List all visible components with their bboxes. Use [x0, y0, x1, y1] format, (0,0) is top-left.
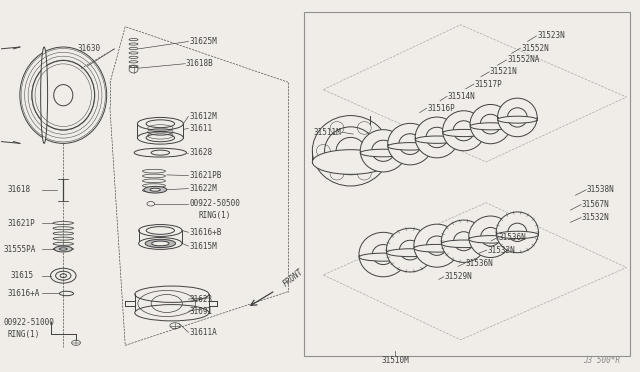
Text: 31612M: 31612M — [189, 112, 217, 121]
Text: 31615M: 31615M — [189, 241, 217, 250]
Ellipse shape — [134, 148, 186, 157]
Ellipse shape — [312, 150, 389, 174]
Text: 31521N: 31521N — [490, 67, 518, 76]
Ellipse shape — [139, 237, 182, 249]
Text: 31532N: 31532N — [487, 246, 515, 254]
Ellipse shape — [468, 235, 512, 243]
Ellipse shape — [152, 241, 169, 246]
Ellipse shape — [150, 188, 161, 191]
Ellipse shape — [443, 111, 484, 151]
Ellipse shape — [415, 136, 459, 143]
Ellipse shape — [508, 223, 527, 241]
Ellipse shape — [388, 142, 433, 150]
Ellipse shape — [481, 227, 500, 246]
Ellipse shape — [139, 225, 182, 236]
Text: 00922-51000: 00922-51000 — [4, 318, 55, 327]
Ellipse shape — [138, 132, 183, 144]
Ellipse shape — [144, 186, 167, 193]
Text: 31630: 31630 — [77, 44, 100, 53]
Text: 31618B: 31618B — [186, 59, 214, 68]
Ellipse shape — [399, 134, 421, 154]
Ellipse shape — [145, 239, 175, 248]
Text: 31529N: 31529N — [445, 272, 472, 281]
Ellipse shape — [60, 248, 67, 250]
Text: 31555PA: 31555PA — [4, 244, 36, 253]
Text: 31567N: 31567N — [582, 200, 609, 209]
Text: 31552NA: 31552NA — [507, 55, 540, 64]
Text: 31615: 31615 — [10, 271, 33, 280]
Ellipse shape — [470, 123, 511, 130]
Ellipse shape — [497, 98, 537, 137]
Text: J3 500*R: J3 500*R — [583, 356, 620, 365]
Ellipse shape — [426, 236, 447, 255]
Text: 31516P: 31516P — [428, 104, 455, 113]
Text: 31616+B: 31616+B — [189, 228, 221, 237]
Ellipse shape — [372, 244, 394, 264]
Text: 31523N: 31523N — [537, 31, 565, 41]
Ellipse shape — [135, 286, 209, 302]
Text: 31552N: 31552N — [521, 44, 549, 52]
Ellipse shape — [399, 240, 420, 260]
Text: 31621PB: 31621PB — [189, 171, 221, 180]
Ellipse shape — [470, 105, 511, 144]
Text: 31621P: 31621P — [7, 219, 35, 228]
Text: FRONT: FRONT — [282, 268, 305, 289]
Ellipse shape — [426, 127, 448, 148]
Text: 31511M: 31511M — [314, 128, 341, 137]
Ellipse shape — [497, 116, 537, 123]
Ellipse shape — [41, 47, 47, 143]
Text: 31536N: 31536N — [499, 232, 527, 242]
Ellipse shape — [360, 149, 406, 157]
Text: 31628: 31628 — [189, 148, 212, 157]
Ellipse shape — [414, 224, 460, 267]
Ellipse shape — [496, 231, 538, 238]
Ellipse shape — [20, 47, 107, 143]
Ellipse shape — [312, 116, 389, 186]
Ellipse shape — [138, 118, 183, 130]
Ellipse shape — [360, 130, 406, 172]
Text: 31611A: 31611A — [189, 328, 217, 337]
Ellipse shape — [372, 140, 395, 161]
Text: 31517P: 31517P — [474, 80, 502, 89]
Ellipse shape — [508, 108, 527, 127]
Ellipse shape — [388, 124, 433, 165]
Ellipse shape — [359, 232, 408, 277]
Ellipse shape — [453, 121, 474, 141]
Ellipse shape — [454, 232, 474, 251]
Text: 31618: 31618 — [7, 185, 30, 194]
Ellipse shape — [496, 212, 538, 253]
Ellipse shape — [54, 246, 72, 252]
Text: 31622M: 31622M — [189, 184, 217, 193]
Ellipse shape — [480, 114, 500, 134]
Ellipse shape — [359, 253, 408, 261]
Bar — [304, 12, 630, 356]
Ellipse shape — [468, 216, 512, 257]
Text: 31625M: 31625M — [189, 37, 217, 46]
Text: 31611: 31611 — [189, 124, 212, 133]
Text: 00922-50500: 00922-50500 — [189, 199, 240, 208]
Text: RING(1): RING(1) — [7, 330, 40, 339]
Text: RING(1): RING(1) — [198, 211, 231, 220]
Ellipse shape — [387, 228, 434, 272]
Ellipse shape — [414, 244, 460, 252]
Ellipse shape — [387, 249, 434, 257]
Ellipse shape — [336, 137, 365, 164]
Ellipse shape — [415, 117, 459, 158]
Ellipse shape — [324, 127, 377, 175]
Text: 31532N: 31532N — [582, 213, 609, 222]
Text: 31536N: 31536N — [466, 259, 493, 267]
Ellipse shape — [146, 120, 175, 128]
Ellipse shape — [443, 129, 484, 137]
Text: 31616+A: 31616+A — [7, 289, 40, 298]
Ellipse shape — [135, 305, 209, 321]
Text: 31691: 31691 — [189, 307, 212, 316]
Text: 31538N: 31538N — [587, 185, 614, 194]
Text: 31510M: 31510M — [381, 356, 409, 365]
Ellipse shape — [442, 220, 486, 262]
Text: 31514N: 31514N — [448, 92, 476, 101]
Ellipse shape — [442, 240, 486, 248]
Text: 31623: 31623 — [189, 295, 212, 304]
